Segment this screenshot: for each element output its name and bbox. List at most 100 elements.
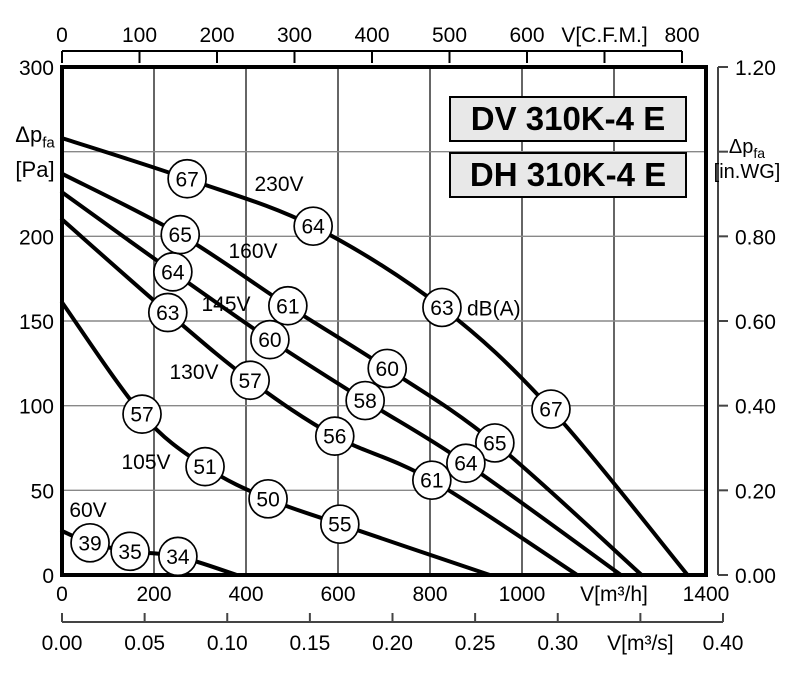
m3s-axis-tick-label: 0.00 [42, 632, 83, 655]
m3s-axis-tick-label: 0.40 [703, 632, 744, 655]
voltage-label-105V: 105V [121, 451, 170, 474]
db-marker-value: 64 [161, 261, 185, 284]
db-marker-value: 51 [193, 456, 216, 479]
left-axis-tick-label: 100 [19, 396, 54, 419]
right-axis-unit-bracket: [in.WG] [713, 161, 781, 184]
bottom-axis-tick-label: 800 [412, 583, 447, 606]
top-axis-tick-label: 200 [199, 24, 234, 47]
db-marker-value: 35 [118, 541, 141, 564]
db-marker-circle [268, 285, 308, 326]
voltage-label-60V: 60V [69, 499, 106, 522]
db-marker-value: 64 [454, 453, 478, 476]
db-marker-circle [531, 389, 571, 429]
m3s-axis-tick-label: 0.15 [289, 632, 330, 655]
db-unit-label: dB(A) [467, 297, 521, 320]
db-marker-value: 58 [353, 390, 376, 413]
right-axis-unit-symbol: Δpfa [728, 136, 766, 161]
top-axis-tick-label: 0 [56, 24, 68, 47]
top-axis-tick-label: 800 [664, 24, 699, 47]
bottom-axis-tick-label: 0 [56, 583, 68, 606]
db-marker-value: 60 [258, 329, 281, 352]
inwg-axis-tick-label: 0.80 [735, 226, 776, 249]
db-marker-value: 63 [156, 302, 179, 325]
voltage-label-145V: 145V [201, 293, 250, 316]
bottom-axis-tick-label: 1000 [499, 583, 546, 606]
left-axis-unit-label: Δpfa [Pa] [6, 122, 64, 182]
model-label-dh: DH 310K-4 E [449, 152, 687, 198]
db-marker-value: 50 [256, 488, 279, 511]
bottom-axis-tick-label: V[m³/h] [580, 583, 648, 606]
db-marker-circle [411, 460, 452, 501]
db-marker-circle [70, 522, 110, 563]
db-marker-circle [422, 287, 462, 328]
db-marker-circle [475, 423, 515, 463]
model-label-dv: DV 310K-4 E [449, 96, 687, 142]
inwg-axis-tick-label: 0.00 [735, 565, 776, 588]
top-axis-tick-label: 300 [277, 24, 312, 47]
db-marker-value: 39 [78, 532, 101, 555]
inwg-axis-tick-label: 0.40 [735, 396, 776, 419]
db-marker-circle [250, 319, 290, 360]
voltage-label-160V: 160V [228, 240, 277, 263]
m3s-axis-tick-label: V[m³/s] [607, 632, 674, 655]
bottom-axis-tick-label: 1400 [683, 583, 730, 606]
top-axis-tick-label: V[C.F.M.] [561, 24, 647, 47]
db-marker-value: 34 [166, 546, 190, 569]
db-marker-circle [314, 416, 355, 456]
db-marker-circle [110, 531, 150, 572]
db-marker-value: 57 [238, 370, 261, 393]
inwg-axis-tick-label: 1.20 [735, 57, 776, 80]
voltage-label-230V: 230V [254, 173, 303, 196]
db-marker-circle [147, 292, 188, 333]
top-axis-tick-label: 500 [432, 24, 467, 47]
db-marker-value: 63 [430, 297, 453, 320]
inwg-axis-tick-label: 0.20 [735, 480, 776, 503]
m3s-axis-tick-label: 0.20 [372, 632, 413, 655]
top-axis-tick-label: 600 [509, 24, 544, 47]
model-label-dv-text: DV 310K-4 E [470, 100, 666, 137]
left-axis-tick-label: 150 [19, 311, 54, 334]
db-marker-circle [185, 446, 225, 487]
fan-curve-105V [60, 300, 492, 577]
plot-border [60, 65, 708, 577]
db-marker-value: 55 [328, 514, 351, 537]
db-marker-circle [367, 348, 408, 389]
db-marker-circle [345, 380, 385, 421]
bottom-axis-tick-label: 400 [228, 583, 263, 606]
db-marker-circle [248, 478, 288, 519]
m3s-axis-tick-label: 0.30 [537, 632, 578, 655]
db-marker-circle [167, 158, 207, 199]
left-axis-unit-bracket: [Pa] [15, 156, 55, 182]
left-axis-tick-label: 200 [19, 226, 54, 249]
db-marker-value: 65 [169, 224, 192, 247]
m3s-axis-tick-label: 0.10 [207, 632, 248, 655]
db-marker-circle [446, 443, 486, 484]
m3s-axis-tick-label: 0.05 [124, 632, 165, 655]
db-marker-circle [158, 536, 198, 577]
right-axis-unit-label: Δpfa [in.WG] [708, 136, 786, 184]
bottom-axis-tick-label: 600 [320, 583, 355, 606]
left-axis-tick-label: 0 [42, 565, 54, 588]
left-axis-unit-symbol: Δpfa [15, 122, 55, 152]
db-marker-value: 57 [130, 404, 153, 427]
left-axis-tick-label: 300 [19, 57, 54, 80]
db-marker-circle [122, 394, 162, 434]
db-marker-circle [230, 360, 270, 401]
db-marker-value: 64 [301, 216, 325, 239]
db-marker-value: 61 [420, 470, 443, 493]
db-marker-circle [293, 206, 334, 247]
model-label-dh-text: DH 310K-4 E [469, 156, 667, 193]
db-marker-value: 60 [376, 358, 399, 381]
top-axis-tick-label: 400 [354, 24, 389, 47]
voltage-label-130V: 130V [169, 361, 218, 384]
db-marker-circle [319, 504, 360, 545]
db-marker-value: 56 [323, 426, 346, 449]
db-marker-value: 61 [276, 295, 299, 318]
db-marker-value: 67 [539, 399, 562, 422]
db-marker-value: 65 [483, 432, 506, 455]
left-axis-tick-label: 50 [31, 480, 54, 503]
bottom-axis-tick-label: 200 [136, 583, 171, 606]
top-axis-tick-label: 100 [122, 24, 157, 47]
